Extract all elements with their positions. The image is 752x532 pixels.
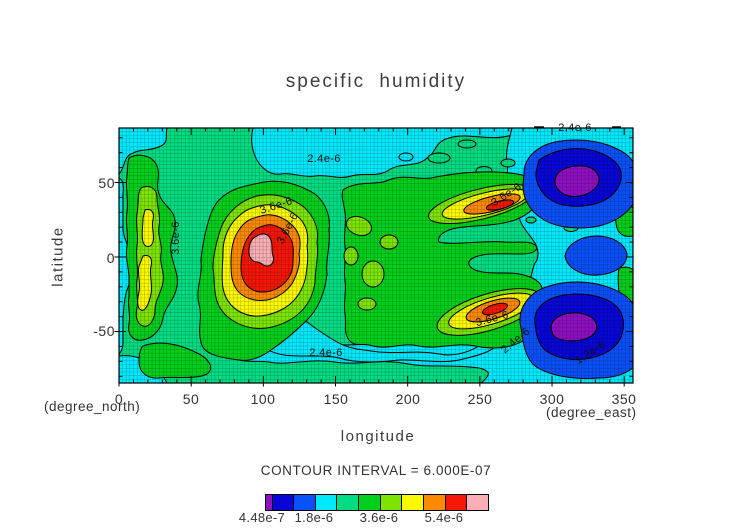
x-tick-50: 50 — [182, 391, 200, 407]
x-tick-0: 0 — [114, 391, 124, 407]
y-axis-unit: (degree_north) — [44, 399, 141, 414]
colorbar-segment — [314, 495, 337, 510]
colorbar-segment — [466, 495, 488, 510]
colorbar-segment — [358, 495, 380, 510]
y-axis-label: latitude — [49, 226, 67, 287]
colorbar-segment — [271, 495, 294, 510]
contour-interval-text: CONTOUR INTERVAL = 6.000E-07 — [260, 463, 492, 478]
contour-label-24-bottomband: 2.4e-6 — [309, 347, 343, 359]
colorbar-label-2: 1.8e-6 — [294, 510, 334, 525]
contour-map: 2.4e-6 2.4e-6 3.6e-6 3.6e-6 3.6e-6 3.6e-… — [114, 122, 634, 387]
x-tick-250: 250 — [467, 391, 493, 407]
graticule-overlay — [119, 128, 633, 383]
x-tick-150: 150 — [323, 391, 349, 407]
contour-label-36-left: 3.6e-6 — [170, 221, 182, 255]
x-axis-label: longitude — [340, 428, 416, 445]
colorbar — [265, 494, 489, 511]
axis-ticks — [114, 128, 633, 387]
y-tick-minus50: -50 — [93, 323, 115, 339]
colorbar-segment — [444, 495, 467, 510]
x-axis-unit: (degree_east) — [546, 405, 637, 420]
colorbar-segment — [266, 495, 272, 510]
plot-border — [118, 127, 634, 384]
y-tick-0: 0 — [106, 250, 115, 266]
chart-title: specific humidity — [285, 71, 467, 92]
x-tick-300: 300 — [539, 391, 565, 407]
colorbar-segment — [336, 495, 359, 510]
x-tick-100: 100 — [250, 391, 276, 407]
x-tick-200: 200 — [395, 391, 421, 407]
colorbar-segment — [401, 495, 423, 510]
y-tick-50: 50 — [98, 175, 115, 191]
colorbar-label-1: 4.48e-7 — [238, 510, 286, 525]
contour-label-24-topedge: 2.4e-6 — [558, 122, 592, 134]
colorbar-label-3: 3.6e-6 — [359, 510, 399, 525]
colorbar-segment — [379, 495, 402, 510]
colorbar-segment — [293, 495, 315, 510]
x-tick-350: 350 — [611, 391, 637, 407]
colorbar-segment — [422, 495, 445, 510]
colorbar-label-4: 5.4e-6 — [424, 510, 464, 525]
contour-label-24-topband: 2.4e-6 — [307, 153, 341, 165]
